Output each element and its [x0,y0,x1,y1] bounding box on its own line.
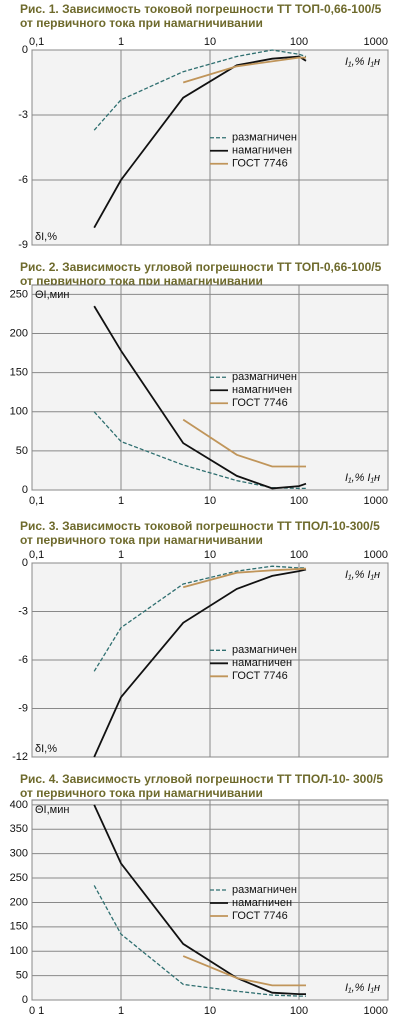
y-axis-label: δI,% [35,743,57,755]
x-tick-label: 10 [204,495,216,507]
legend-label: размагничен [232,132,297,144]
series-line [182,955,306,987]
x-tick-label: 100 [290,36,308,48]
chart-title: Рис. 2. Зависимость угловой погрешности … [20,260,382,274]
x-tick-label: 1000 [364,495,388,507]
chart-title: Рис. 1. Зависимость токовой погрешности … [20,2,382,16]
y-tick-label: 150 [10,921,28,933]
x-tick-label: 1000 [364,549,388,561]
y-tick-label: 350 [10,823,28,835]
legend-label: ГОСТ 7746 [232,158,288,170]
series-line [182,56,306,84]
y-tick-label: 300 [10,848,28,860]
y-axis-label: ΘI,мин [35,804,69,816]
y-tick-label: 250 [10,288,28,300]
legend-label: намагничен [232,145,292,157]
y-tick-label: -3 [18,109,28,121]
y-tick-label: 250 [10,872,28,884]
x-axis-label: I₁,% I₁н [345,982,380,994]
series-line [93,55,307,229]
x-axis-label: I₁,% I₁н [345,472,380,484]
legend-label: ГОСТ 7746 [232,397,288,409]
y-tick-label: 200 [10,896,28,908]
legend-label: намагничен [232,384,292,396]
series-line [93,568,307,758]
y-axis-label: δI,% [35,231,57,243]
y-tick-label: 100 [10,945,28,957]
y-tick-label: -6 [18,654,28,666]
series-line [93,885,306,997]
x-tick-label: 0,1 [29,549,44,561]
y-tick-label: 50 [16,970,28,982]
x-axis-label: I₁,% I₁н [345,569,380,581]
x-tick-label: 10 [204,1005,216,1017]
y-tick-label: 0 [22,994,28,1006]
chart-title: Рис. 4. Зависимость угловой погрешности … [20,772,383,786]
x-tick-label: 0,1 [29,495,44,507]
y-tick-label: -12 [12,751,28,763]
chart-title: от первичного тока при намагничивании [20,786,263,800]
x-tick-label: 1000 [364,1005,388,1017]
legend-label: размагничен [232,644,297,656]
y-axis-label: ΘI,мин [35,289,69,301]
series-line [93,49,307,131]
x-tick-label: 100 [290,1005,308,1017]
x-tick-label: 100 [290,549,308,561]
series-line [182,567,307,589]
y-tick-label: -3 [18,605,28,617]
series-line [93,305,307,490]
y-tick-label: 200 [10,327,28,339]
x-tick-label: 1 [118,1005,124,1017]
legend-label: размагничен [232,884,297,896]
x-tick-label: 1 [118,549,124,561]
y-tick-label: -6 [18,174,28,186]
series-line [182,418,306,468]
chart-title: от первичного тока при намагничивании [20,16,263,30]
x-tick-label: 1000 [364,36,388,48]
y-tick-label: 0 [22,44,28,56]
y-tick-label: 100 [10,406,28,418]
legend-label: намагничен [232,897,292,909]
x-axis-label: I₁,% I₁н [345,56,380,68]
legend-label: намагничен [232,657,292,669]
y-tick-label: 400 [10,799,28,811]
series-line [93,411,306,490]
y-tick-label: 0 [22,557,28,569]
legend-label: ГОСТ 7746 [232,670,288,682]
x-tick-label: 1 [118,36,124,48]
x-tick-label: 100 [290,495,308,507]
y-tick-label: -9 [18,239,28,251]
x-tick-label: 1 [118,495,124,507]
y-tick-label: 50 [16,445,28,457]
legend-label: размагничен [232,371,297,383]
y-tick-label: 150 [10,367,28,379]
x-tick-label: 0,1 [29,36,44,48]
legend-label: ГОСТ 7746 [232,910,288,922]
series-line [93,565,306,672]
y-tick-label: 0 [22,484,28,496]
chart-title: Рис. 3. Зависимость токовой погрешности … [20,519,380,533]
y-tick-label: -9 [18,702,28,714]
x-tick-label: 0 1 [29,1005,44,1017]
x-tick-label: 10 [204,549,216,561]
x-tick-label: 10 [204,36,216,48]
chart-title: от первичного тока при намагничивании [20,533,263,547]
